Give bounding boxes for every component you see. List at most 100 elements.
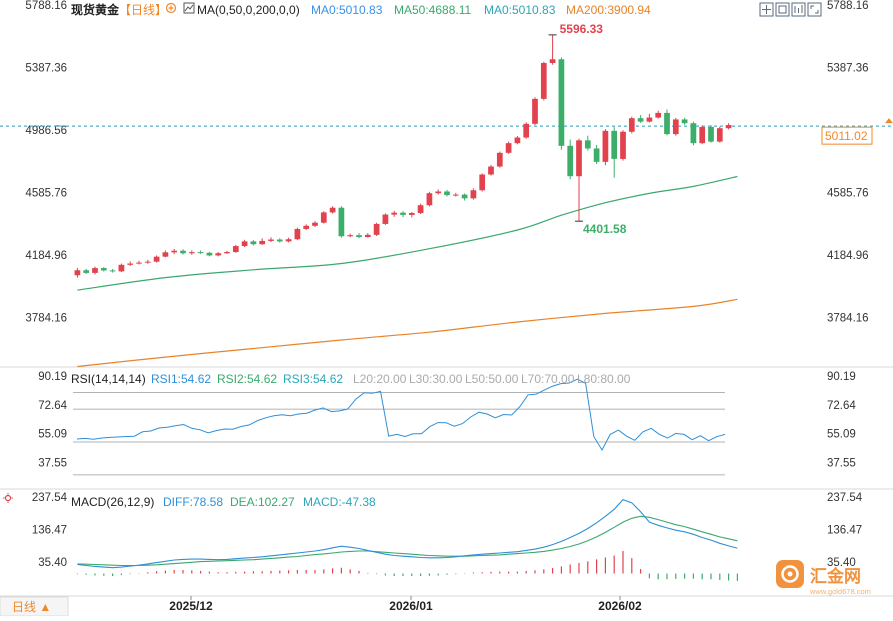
candle <box>611 127 618 178</box>
draw-icon[interactable] <box>791 2 806 17</box>
x-tick-label: 2025/12 <box>169 599 213 613</box>
candle <box>567 139 574 180</box>
diff-line <box>77 498 738 569</box>
rsi-header: RSI(14,14,14) RSI1:54.62 RSI2:54.62 RSI3:54… <box>71 372 631 386</box>
rsi-legend-item: RSI3:54.62 <box>283 372 343 386</box>
candle <box>109 269 116 273</box>
crosshair-icon[interactable] <box>759 2 774 17</box>
macd-legend-macd: MACD:-47.38 <box>303 495 376 509</box>
price-panel[interactable]: 5788.16 5788.16 5387.36 5387.36 4986.56 4585.… <box>0 0 893 368</box>
watermark-text: 汇金网 <box>810 566 861 586</box>
candle-body <box>250 241 257 245</box>
macd-panel[interactable]: 237.54 237.54 136.47 136.47 35.40 35.40 <box>32 492 863 581</box>
candle-body <box>628 118 635 132</box>
last-price-arrow-icon <box>885 118 893 124</box>
period-selector[interactable]: 日线 ▲ <box>0 596 69 617</box>
candle <box>303 224 310 231</box>
fullscreen-icon[interactable] <box>807 2 822 17</box>
y-tick-right: 4184.96 <box>827 250 869 262</box>
candle-body <box>364 234 371 238</box>
candle-body <box>382 214 389 224</box>
rsi-title: RSI(14,14,14) <box>71 372 146 386</box>
candle-body <box>567 145 574 177</box>
macd-header: MACD(26,12,9) DIFF:78.58 DEA:102.27 MACD:-4… <box>3 493 376 509</box>
candle <box>118 263 125 273</box>
candle-body <box>681 119 688 124</box>
y-tick-left: 4184.96 <box>25 250 67 262</box>
watermark-logo-icon <box>776 560 804 588</box>
y-tick-right: 5788.16 <box>827 0 869 12</box>
rsi-legend-item: L80:80.00 <box>577 372 631 386</box>
candle-body <box>285 239 292 242</box>
candle <box>417 203 424 214</box>
candle <box>259 238 266 245</box>
candle <box>488 164 494 176</box>
candle-body <box>206 252 213 256</box>
toolbar <box>759 2 822 17</box>
indicator-icon[interactable] <box>183 2 195 14</box>
macd-tick-right: 237.54 <box>827 492 863 504</box>
rsi-legend-item: L70:70.00 <box>521 372 575 386</box>
candle-body <box>162 252 169 257</box>
candle-body <box>435 191 442 194</box>
candle-body <box>602 130 609 162</box>
y-tick-left: 3784.16 <box>25 312 67 324</box>
candle-body <box>400 212 406 215</box>
sun-icon[interactable] <box>3 493 13 503</box>
watermark: 汇金网 www.gold678.com <box>776 560 871 596</box>
candle-body <box>391 212 398 215</box>
candle-body <box>496 152 503 167</box>
dea-line <box>77 515 738 567</box>
period-tag[interactable]: 【日线】 <box>119 3 167 17</box>
candle-body <box>426 193 433 206</box>
candle <box>171 248 178 255</box>
y-tick-left: 5788.16 <box>25 0 67 12</box>
candle <box>197 250 204 254</box>
y-tick-left: 4986.56 <box>25 125 67 137</box>
zoom-icon[interactable] <box>775 2 790 17</box>
period-button-label[interactable]: 日线 ▲ <box>12 600 51 614</box>
candle <box>725 123 732 130</box>
candle-body <box>127 263 134 265</box>
rsi-tick-right: 55.09 <box>827 429 856 441</box>
candle <box>523 122 530 139</box>
candle-body <box>725 125 732 129</box>
candle <box>373 222 380 237</box>
candle <box>505 141 512 154</box>
candle <box>215 252 222 257</box>
candle <box>716 126 723 143</box>
candle <box>356 233 362 239</box>
settings-icon[interactable] <box>165 2 177 14</box>
candle <box>452 192 459 197</box>
candle-body <box>373 223 380 235</box>
candle <box>576 138 582 222</box>
candle-body <box>523 123 530 138</box>
rsi-legend-item: RSI1:54.62 <box>151 372 211 386</box>
candle <box>136 260 142 265</box>
candle <box>637 115 644 123</box>
instrument-title: 现货黄金 <box>71 2 120 17</box>
x-axis: 2025/12 2026/01 2026/02 <box>169 596 642 613</box>
rsi-tick-right: 37.55 <box>827 457 856 469</box>
candle-body <box>655 112 662 118</box>
candle <box>602 129 609 166</box>
candle-body <box>215 253 222 256</box>
candle-body <box>294 228 301 240</box>
candle <box>144 259 151 264</box>
candle <box>400 211 406 218</box>
rsi-panel[interactable]: 90.19 90.19 72.64 72.64 55.09 55.09 37.55 37.55 <box>38 371 856 476</box>
macd-tick-right: 35.40 <box>827 557 856 569</box>
candle <box>188 250 195 255</box>
candle-body <box>303 225 310 229</box>
candle <box>268 237 274 243</box>
candle <box>312 221 318 228</box>
candle <box>285 237 292 243</box>
candle <box>83 268 90 274</box>
ma0-value-a: MA0:5010.83 <box>311 3 383 17</box>
candle-body <box>479 174 486 191</box>
candle <box>276 238 283 243</box>
high-marker-label: 5596.33 <box>560 22 604 36</box>
candle <box>655 110 662 119</box>
candle <box>382 213 389 225</box>
